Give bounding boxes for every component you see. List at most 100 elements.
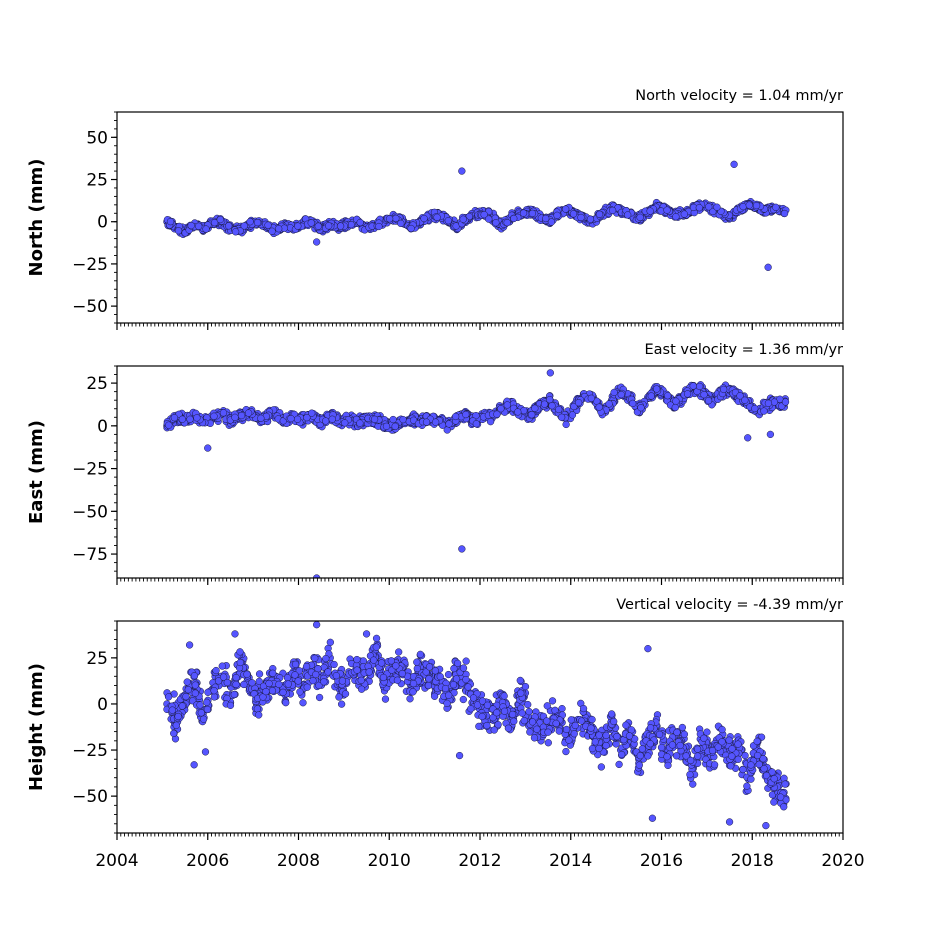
- data-point: [591, 738, 599, 746]
- data-point: [195, 222, 203, 230]
- data-point: [747, 775, 755, 783]
- data-point: [568, 411, 577, 419]
- data-point: [705, 203, 713, 211]
- data-point: [264, 221, 272, 229]
- data-point: [672, 213, 680, 221]
- data-point: [588, 744, 597, 753]
- data-point: [201, 748, 210, 756]
- data-point: [570, 730, 578, 738]
- data-point: [253, 218, 262, 227]
- data-point: [543, 702, 551, 710]
- data-point: [544, 739, 552, 747]
- data-point: [646, 207, 654, 215]
- data-point: [389, 415, 397, 424]
- data-point: [230, 690, 238, 699]
- data-point: [196, 701, 204, 709]
- data-point: [443, 426, 451, 434]
- data-point: [197, 709, 205, 717]
- data-point: [370, 415, 379, 423]
- data-point: [178, 702, 186, 710]
- data-point: [172, 721, 180, 729]
- data-point: [745, 201, 753, 209]
- data-point: [458, 545, 466, 553]
- north-velocity-title: North velocity = 1.04 mm/yr: [635, 88, 843, 104]
- data-point: [687, 756, 695, 765]
- data-point: [311, 654, 319, 662]
- data-point: [231, 228, 240, 236]
- data-point: [231, 413, 239, 421]
- data-point: [695, 382, 704, 391]
- data-point: [166, 217, 175, 226]
- data-point: [218, 662, 226, 670]
- data-point: [613, 732, 621, 741]
- data-point: [671, 403, 679, 412]
- data-point: [567, 716, 575, 724]
- data-point: [673, 728, 681, 737]
- data-point: [625, 732, 634, 740]
- data-point: [516, 676, 524, 685]
- data-point: [409, 416, 418, 424]
- data-point: [610, 717, 618, 726]
- data-point: [636, 752, 644, 760]
- data-point: [587, 724, 595, 732]
- data-point: [294, 222, 302, 230]
- data-point: [503, 401, 511, 409]
- y-tick-label: 50: [86, 128, 108, 148]
- data-point: [663, 753, 671, 761]
- data-point: [493, 709, 501, 717]
- data-point: [636, 213, 644, 221]
- data-point: [780, 209, 789, 218]
- data-point: [406, 695, 414, 703]
- data-point: [587, 394, 595, 402]
- data-point: [284, 680, 292, 688]
- data-point: [322, 654, 330, 663]
- data-point: [526, 728, 534, 736]
- data-point: [602, 731, 610, 740]
- data-point: [528, 411, 536, 419]
- data-point: [714, 743, 722, 751]
- data-point: [303, 413, 311, 422]
- data-point: [518, 709, 526, 717]
- data-point: [356, 419, 364, 427]
- data-point: [174, 227, 183, 235]
- data-point: [425, 675, 433, 683]
- data-point: [708, 746, 717, 755]
- data-point: [268, 687, 277, 695]
- data-point: [326, 638, 335, 646]
- data-point: [182, 692, 190, 701]
- data-point: [433, 213, 441, 221]
- data-point: [473, 701, 482, 709]
- data-point: [597, 763, 605, 771]
- data-point: [407, 224, 415, 233]
- data-point: [444, 670, 453, 679]
- data-point: [185, 641, 194, 649]
- data-point: [279, 688, 287, 696]
- data-point: [780, 803, 788, 811]
- data-point: [548, 402, 556, 410]
- y-tick-label: −25: [72, 460, 108, 480]
- data-point: [755, 760, 763, 768]
- data-point: [452, 675, 461, 683]
- data-point: [608, 710, 616, 718]
- data-point: [309, 677, 317, 685]
- data-point: [728, 752, 736, 760]
- data-point: [382, 422, 391, 430]
- data-point: [680, 730, 689, 738]
- data-point: [710, 761, 719, 769]
- data-point: [595, 731, 603, 739]
- data-point: [302, 662, 311, 671]
- data-point: [734, 755, 742, 763]
- data-point: [444, 217, 452, 225]
- data-point: [521, 682, 530, 691]
- data-point: [770, 798, 778, 806]
- data-point: [231, 630, 239, 638]
- data-point: [500, 692, 508, 700]
- data-point: [210, 693, 219, 701]
- data-point: [540, 400, 549, 408]
- data-point: [610, 388, 618, 397]
- data-point: [190, 761, 198, 769]
- data-point: [627, 726, 636, 734]
- data-point: [542, 214, 550, 223]
- data-point: [464, 683, 472, 691]
- y-tick-label: 0: [97, 417, 108, 437]
